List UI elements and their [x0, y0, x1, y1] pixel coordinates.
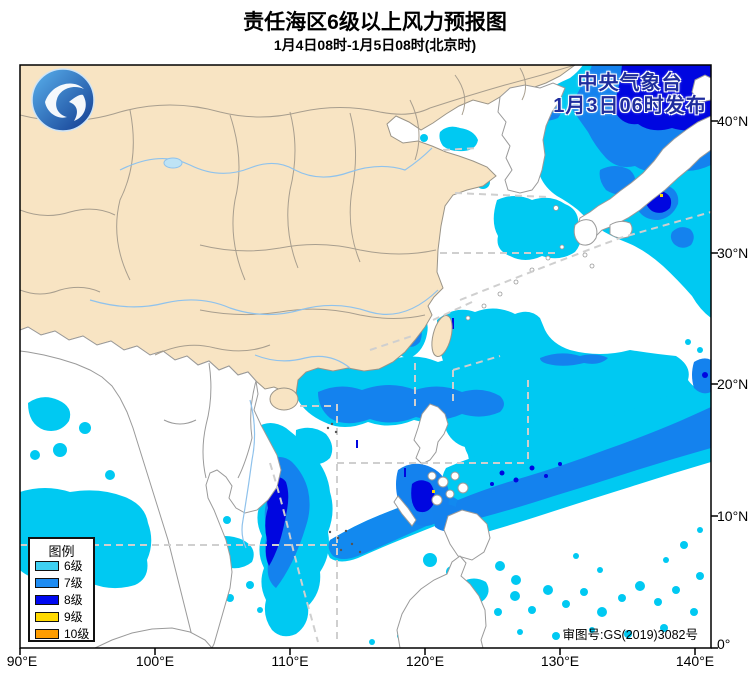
mindanao-island [443, 509, 491, 561]
axis-ticks [19, 120, 718, 655]
issuer-name: 中央气象台 [577, 72, 683, 94]
legend-label-10: 10级 [64, 627, 90, 641]
y-axis-label-40n: 40°N [717, 113, 749, 129]
land-layer [20, 65, 711, 648]
x-axis-label-130e: 130°E [540, 653, 580, 669]
x-axis-label-120e: 120°E [405, 653, 445, 669]
legend-row-7: 7级 [30, 574, 93, 591]
korea-landmass [497, 82, 566, 194]
legend-label-6: 6级 [64, 559, 83, 573]
legend-row-10: 10级 [30, 625, 93, 642]
logo-swirl-inner [69, 94, 86, 121]
taiwan-island [431, 315, 453, 357]
hainan-island [269, 387, 299, 411]
y-axis-label-0: 0° [717, 636, 731, 652]
legend-row-9: 9级 [30, 608, 93, 625]
legend-swatch-6 [35, 560, 59, 571]
y-axis-label-20n: 20°N [717, 376, 749, 392]
japan-shikoku [609, 220, 633, 239]
y-axis-label-30n: 30°N [717, 245, 749, 261]
legend-label-7: 7级 [64, 576, 83, 590]
sea-zone-boundaries [20, 147, 711, 643]
qinghai-lake [163, 157, 183, 169]
luzon-island [413, 403, 449, 465]
legend-row-6: 6级 [30, 557, 93, 574]
map-frame [19, 64, 712, 649]
issuer-stamp: 中央气象台 1月3日06时发布 [553, 72, 707, 118]
x-axis-label-90e: 90°E [6, 653, 38, 669]
legend-label-9: 9级 [64, 610, 83, 624]
province-borders [20, 65, 576, 479]
wind-layer-8 [265, 65, 711, 566]
legend-label-8: 8级 [64, 593, 83, 607]
legend-swatch-7 [35, 577, 59, 588]
x-axis-label-140e: 140°E [675, 653, 715, 669]
y-axis-label-10n: 10°N [717, 508, 749, 524]
issue-time: 1月3日06时发布 [553, 95, 707, 117]
legend-swatch-9 [35, 611, 59, 622]
legend-row-8: 8级 [30, 591, 93, 608]
page-subtitle: 1月4日08时-1月5日08时(北京时) [273, 37, 477, 53]
cma-logo [31, 68, 95, 132]
japan-kyushu [573, 219, 598, 246]
x-axis-label-100e: 100°E [135, 653, 175, 669]
map-approval-number: 审图号:GS(2019)3082号 [562, 628, 698, 642]
island-specks [326, 422, 362, 554]
logo-swirl [45, 83, 84, 118]
ryukyu-islands [465, 205, 595, 321]
legend-swatch-10 [35, 628, 59, 639]
wind-layer-9 [432, 194, 663, 493]
page-title: 责任海区6级以上风力预报图 [243, 11, 507, 34]
legend-box: 图例 6级 7级 8级 9级 10级 [28, 537, 95, 642]
rivers [89, 147, 439, 549]
legend-swatch-8 [35, 594, 59, 605]
sumatra-island [94, 627, 213, 648]
palawan-island [393, 495, 417, 527]
japan-honshu [575, 115, 711, 241]
southeast-asia-landmass [20, 326, 282, 648]
borneo-island [396, 555, 487, 648]
legend-title: 图例 [48, 544, 75, 559]
x-axis-label-110e: 110°E [271, 653, 309, 669]
hokkaido [691, 74, 711, 103]
